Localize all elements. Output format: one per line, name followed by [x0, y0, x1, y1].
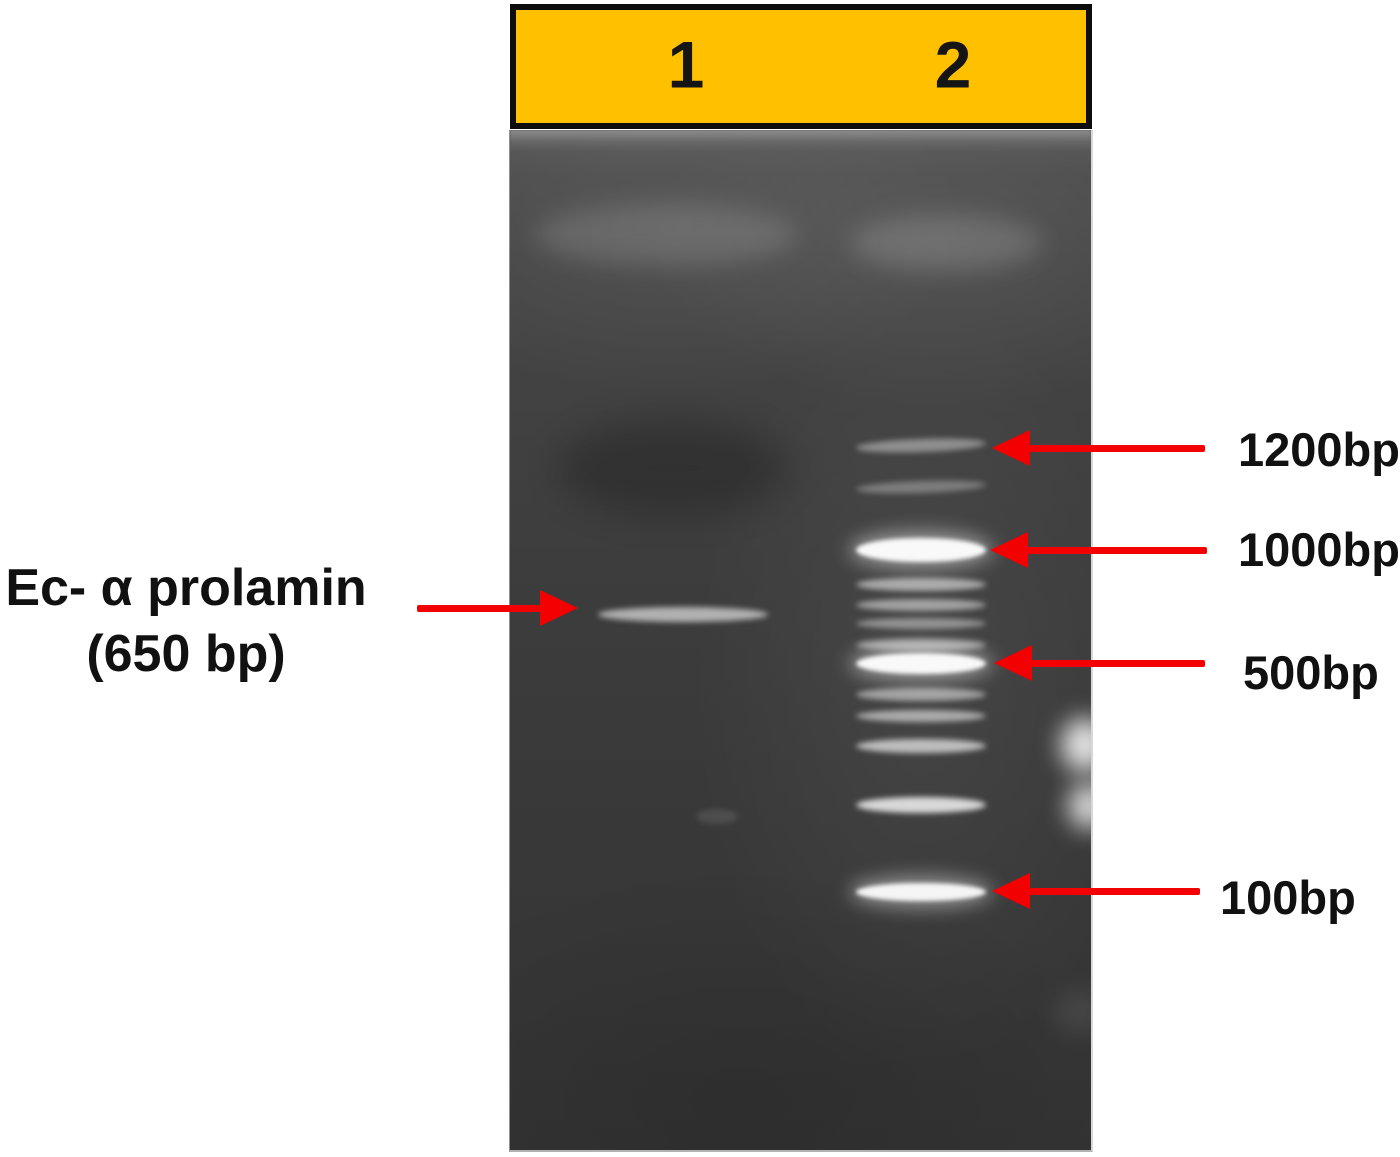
ladder-band — [856, 797, 986, 813]
ladder-band — [856, 599, 986, 611]
sample-annotation: Ec- α prolamin (650 bp) — [0, 555, 372, 687]
right-edge-glow-lower — [1068, 783, 1091, 829]
marker-label-1000bp: 1000bp — [1238, 523, 1400, 576]
sample-annotation-line2: (650 bp) — [86, 625, 286, 683]
marker-label-100bp: 100bp — [1220, 871, 1356, 924]
ladder-band — [856, 710, 986, 722]
ladder-band — [856, 617, 986, 629]
gel-image — [509, 130, 1093, 1152]
gel-well-strip — [510, 130, 1091, 152]
sample-annotation-line1: Ec- α prolamin — [5, 559, 367, 617]
arrow-650bp-head — [540, 590, 578, 626]
ladder-band-1200bp — [855, 436, 987, 454]
ladder-band-100bp — [856, 883, 986, 901]
ladder-band — [856, 739, 986, 753]
marker-label-500bp: 500bp — [1243, 646, 1379, 699]
bottom-right-faint-smear — [1053, 990, 1091, 1034]
arrow-1200bp-head — [992, 430, 1030, 466]
arrow-100bp-shaft — [1018, 888, 1200, 895]
lane2-label: 2 — [934, 26, 972, 101]
ladder-band-500bp — [856, 652, 986, 674]
arrow-100bp-head — [992, 873, 1030, 909]
arrow-650bp-shaft — [417, 605, 552, 612]
sample-faint-spot — [696, 808, 738, 824]
ladder-band — [856, 639, 986, 651]
marker-label-1200bp: 1200bp — [1238, 423, 1400, 476]
ladder-band — [856, 577, 986, 591]
lane2-top-smear — [850, 215, 1042, 271]
arrow-500bp-head — [994, 645, 1032, 681]
ladder-band-1000bp — [856, 538, 986, 562]
ladder-band — [855, 478, 987, 496]
lane1-label: 1 — [667, 26, 705, 101]
lane-header-bar: 1 2 — [510, 4, 1092, 129]
lane1-top-smear — [535, 204, 797, 266]
arrow-1000bp-head — [990, 532, 1028, 568]
sample-band-650bp — [598, 606, 768, 622]
arrow-500bp-shaft — [1020, 660, 1205, 667]
arrow-1000bp-shaft — [1016, 547, 1207, 554]
right-edge-glow-upper — [1061, 718, 1091, 772]
lane1-dark-region — [557, 420, 789, 516]
ladder-band — [856, 687, 986, 701]
arrow-1200bp-shaft — [1018, 445, 1205, 452]
